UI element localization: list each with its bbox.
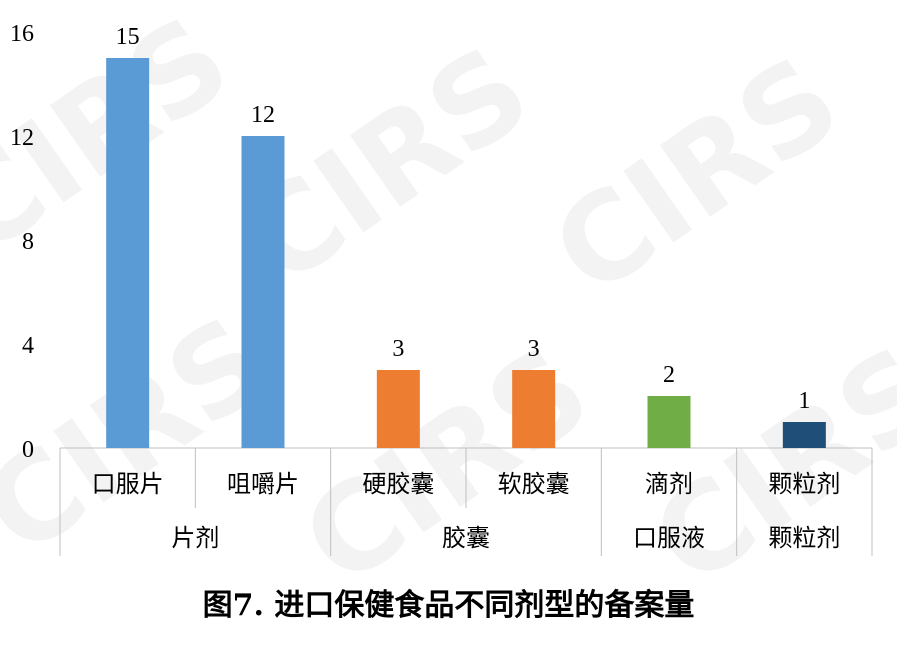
data-label: 1 (798, 388, 810, 414)
data-label: 12 (251, 102, 275, 128)
y-tick-label: 4 (22, 333, 34, 359)
data-label: 3 (392, 336, 404, 362)
bar (512, 370, 556, 448)
svg-text:CIRS: CIRS (279, 321, 614, 614)
bar (241, 136, 285, 448)
category-label: 咀嚼片 (227, 471, 299, 498)
category-label: 颗粒剂 (768, 471, 840, 498)
chart-title: 图7. 进口保健食品不同剂型的备案量 (202, 588, 695, 623)
category-label: 硬胶囊 (362, 471, 434, 498)
bar (106, 58, 150, 448)
category-label: 口服片 (92, 471, 164, 498)
group-label: 胶囊 (442, 525, 490, 552)
category-label: 软胶囊 (498, 471, 570, 498)
y-tick-label: 16 (10, 21, 34, 47)
group-label: 颗粒剂 (768, 525, 840, 552)
bar (782, 422, 826, 448)
bar (376, 370, 420, 448)
y-tick-label: 8 (22, 229, 34, 255)
category-label: 滴剂 (645, 471, 693, 498)
svg-text:CIRS: CIRS (529, 31, 864, 324)
data-label: 3 (528, 336, 540, 362)
y-tick-label: 0 (22, 437, 34, 463)
bar (647, 396, 691, 448)
group-label: 口服液 (633, 525, 705, 552)
data-label: 15 (116, 24, 140, 50)
group-label: 片剂 (171, 525, 219, 552)
data-label: 2 (663, 362, 675, 388)
y-tick-label: 12 (10, 125, 34, 151)
